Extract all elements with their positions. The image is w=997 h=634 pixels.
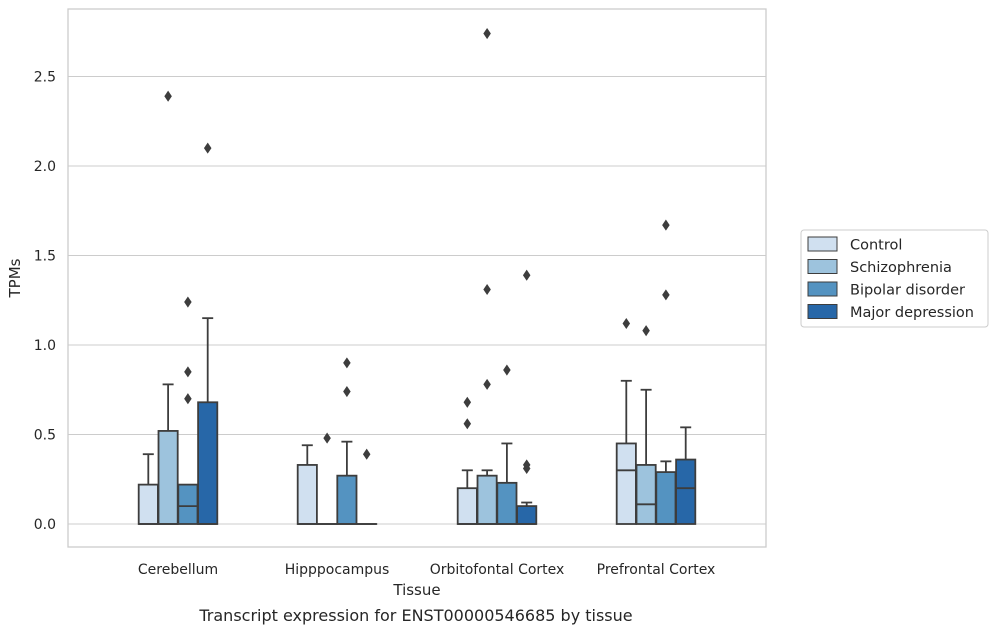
outlier-point <box>483 28 491 40</box>
box-schizophrenia <box>635 325 657 525</box>
legend-frame <box>800 229 989 328</box>
box-body <box>137 483 159 525</box>
box-body <box>615 442 637 525</box>
outlier-point <box>622 317 631 330</box>
box-body <box>296 464 318 525</box>
outlier-point <box>362 448 371 460</box>
y-tick-label: 1.0 <box>34 338 56 354</box>
legend-label: Control <box>850 238 902 254</box>
box-body <box>496 481 518 525</box>
box-control <box>296 444 318 525</box>
outlier-point <box>642 325 650 337</box>
box-body <box>197 401 219 525</box>
legend-swatch <box>807 236 838 252</box>
outlier-point <box>184 366 192 378</box>
y-tick-label: 0.5 <box>34 428 56 444</box>
outlier-point <box>343 386 351 398</box>
box-major-depression <box>197 142 219 525</box>
box-schizophrenia <box>476 28 498 525</box>
y-axis-label: TPMs <box>6 258 24 298</box>
outlier-point <box>483 378 491 390</box>
box-body <box>157 430 179 525</box>
box-body <box>456 487 478 525</box>
outlier-point <box>184 296 192 308</box>
y-tick-label: 2.5 <box>34 70 56 86</box>
outlier-point <box>343 357 351 369</box>
legend-swatch <box>807 304 838 319</box>
box-body <box>635 464 657 525</box>
chart-caption: Transcript expression for ENST0000054668… <box>199 606 633 625</box>
box-major-depression <box>356 448 378 525</box>
box-control <box>456 396 478 525</box>
box-body <box>675 458 697 525</box>
outlier-point <box>483 283 491 296</box>
legend-label: Major depression <box>850 305 974 321</box>
box-body <box>336 474 358 525</box>
plot-frame <box>67 8 767 548</box>
box-major-depression <box>675 426 697 525</box>
box-body <box>655 471 677 525</box>
outlier-point <box>503 364 511 376</box>
legend-swatch <box>807 281 838 297</box>
box-schizophrenia <box>316 432 338 525</box>
outlier-point <box>463 396 472 408</box>
x-tick-label: Orbitofontal Cortex <box>430 562 565 578</box>
y-tick-label: 2.0 <box>34 159 56 175</box>
outlier-point <box>522 269 531 281</box>
box-major-depression <box>516 269 538 525</box>
box-control <box>615 317 637 525</box>
box-schizophrenia <box>157 90 179 525</box>
box-bipolar-disorder <box>177 296 199 525</box>
x-axis-label: Tissue <box>392 581 440 599</box>
box-bipolar-disorder <box>655 219 677 525</box>
x-tick-label: Prefrontal Cortex <box>597 562 716 578</box>
box-body <box>516 505 538 525</box>
y-tick-label: 0.0 <box>34 517 56 533</box>
outlier-point <box>323 432 331 444</box>
legend: Control Schizophrenia Bipolar disorder Majo… <box>800 229 989 328</box>
outlier-point <box>522 459 531 471</box>
x-tick-label: Cerebellum <box>138 562 218 578</box>
outlier-point <box>164 90 172 102</box>
outlier-point <box>463 418 472 430</box>
legend-label: Schizophrenia <box>850 260 952 276</box>
outlier-point <box>662 289 670 301</box>
box-body <box>177 483 199 525</box>
box-plot-boxes <box>137 28 697 525</box>
box-control <box>137 453 159 525</box>
outlier-point <box>203 142 212 154</box>
legend-label: Bipolar disorder <box>850 283 965 299</box>
y-tick-label: 1.5 <box>34 249 56 265</box>
box-body <box>476 474 498 525</box>
outlier-point <box>184 393 192 405</box>
legend-swatch <box>807 259 838 274</box>
box-bipolar-disorder <box>496 364 518 525</box>
x-tick-label: Hipppocampus <box>285 562 390 578</box>
outlier-point <box>662 219 670 231</box>
axis-ticks: 0.0 0.5 1.0 1.5 2.0 2.5 Cerebellum Hipppocampus… <box>34 70 716 579</box>
box-bipolar-disorder <box>336 357 358 525</box>
